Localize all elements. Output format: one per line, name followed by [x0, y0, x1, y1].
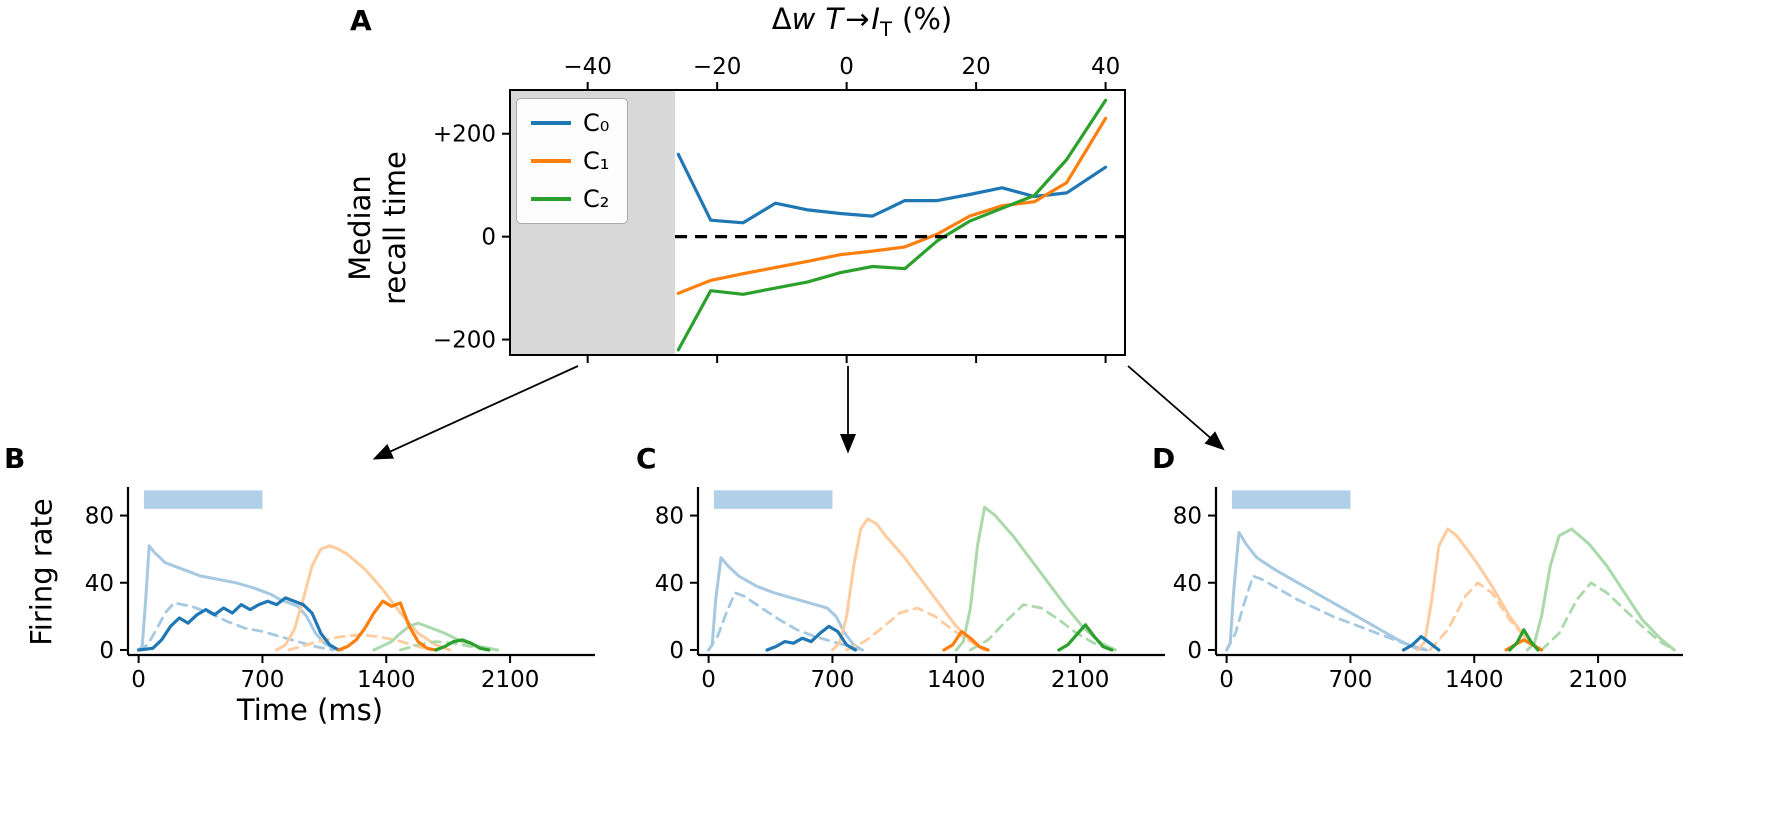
x-tick-label: 700 [240, 667, 284, 690]
x-tick-label: 0 [131, 667, 146, 690]
legend-label-c1: C₁ [583, 147, 610, 175]
y-tick-label: 80 [1173, 504, 1202, 530]
w-symbol: w [791, 2, 816, 36]
series-C1-pale [1416, 527, 1543, 652]
panel-a-ylabel-line2: recall time [378, 151, 412, 305]
legend-item-c0: C₀ [531, 111, 609, 135]
x-tick-label: −20 [693, 54, 742, 80]
x-tick-label: 2100 [481, 667, 540, 690]
x-tick-label: −40 [563, 54, 612, 80]
x-tick-label: 1400 [927, 667, 986, 690]
series-C0-dark [1401, 634, 1441, 652]
x-tick-label: 0 [1219, 667, 1234, 690]
x-tick-label: 2100 [1569, 667, 1628, 690]
panel-b-xlabel: Time (ms) [236, 693, 384, 727]
panel-d-plot: 0 700 1400 2100 0 40 80 [1173, 487, 1683, 690]
series-C0-dark [136, 596, 341, 652]
legend: C₀ C₁ C₂ [516, 98, 629, 224]
arrow-to-panel-d [1127, 365, 1225, 451]
delta-symbol: Δ [771, 2, 792, 36]
x-tick-label: 0 [839, 54, 854, 80]
panel-b-label: B [4, 442, 26, 475]
series-C2-pale-dashed [398, 640, 491, 652]
x-tick-label: 20 [961, 54, 990, 80]
panel-d-label: D [1152, 442, 1176, 475]
series-C1-pale-dashed [845, 606, 987, 652]
y-tick-label: 0 [1187, 638, 1202, 664]
series-C1-pale-dashed [1428, 581, 1543, 652]
y-tick-label: 0 [99, 638, 114, 664]
unit-label: (%) [902, 2, 953, 36]
stimulus-bar [1231, 490, 1351, 509]
y-tick-label: −200 [433, 328, 496, 354]
legend-line-c2 [531, 197, 571, 201]
x-tick-label: 700 [1328, 667, 1372, 690]
x-tick-label: 40 [1091, 54, 1120, 80]
y-tick-label: +200 [433, 122, 496, 148]
arrow-symbol: → [845, 2, 870, 36]
arrow-to-panel-b [372, 365, 579, 460]
legend-label-c2: C₂ [583, 185, 610, 213]
i-subscript: T [879, 17, 892, 41]
series-C2-pale-dashed [1540, 581, 1676, 652]
y-tick-label: 0 [669, 638, 684, 664]
series-C2-dark [1057, 623, 1114, 652]
y-tick-label: 40 [655, 571, 684, 597]
stimulus-bar [713, 490, 833, 509]
legend-line-c0 [531, 121, 571, 125]
series-C0-pale [137, 544, 344, 652]
series-C2-pale-dashed [968, 603, 1114, 652]
stimulus-bar [143, 490, 263, 509]
series-C0-pale-dashed [707, 591, 864, 652]
x-tick-label: 2100 [1051, 667, 1110, 690]
x-tick-label: 700 [810, 667, 854, 690]
series-C1 [676, 116, 1108, 295]
panel-c-plot: 0 700 1400 2100 0 40 80 [655, 487, 1165, 690]
series-C2-pale [1525, 527, 1676, 652]
panel-a-ylabel: Median recall time [343, 151, 413, 305]
x-tick-label: 1400 [357, 667, 416, 690]
y-tick-label: 40 [1173, 571, 1202, 597]
series-C0-pale [1225, 530, 1428, 652]
series-C0-pale-dashed [1225, 574, 1432, 652]
y-tick-label: 40 [85, 571, 114, 597]
series-C0-dark [765, 624, 857, 652]
i-symbol: I [871, 2, 880, 36]
y-tick-label: 80 [85, 504, 114, 530]
series-C1-dark [942, 629, 990, 652]
panel-c-label: C [636, 442, 657, 475]
panel-b-plot: 0 700 1400 2100 0 40 80 [85, 487, 595, 690]
legend-item-c2: C₂ [531, 187, 609, 211]
y-tick-label: 0 [481, 225, 496, 251]
y-tick-label: 80 [655, 504, 684, 530]
series-C2-pale [954, 505, 1117, 652]
firing-rate-label: Firing rate [24, 498, 59, 646]
panel-a-ylabel-line1: Median [343, 175, 378, 281]
series-C1-pale [275, 544, 452, 652]
panel-b-ylabel: Firing rate [25, 498, 60, 646]
series-C1-dark [336, 599, 438, 652]
legend-label-c0: C₀ [583, 109, 610, 137]
axes-box [509, 89, 1126, 356]
series-C2-dark [1508, 628, 1540, 652]
series-C2-dark [434, 638, 491, 652]
panel-a-xaxis-title: Δw T→IT (%) [662, 2, 1062, 41]
series-C0 [676, 152, 1108, 225]
series-C1-pale [830, 517, 987, 652]
x-tick-label: 1400 [1445, 667, 1504, 690]
legend-item-c1: C₁ [531, 149, 609, 173]
panel-a-label: A [350, 4, 372, 37]
x-tick-label: 0 [701, 667, 716, 690]
t-symbol: T [825, 2, 844, 36]
series-C0-pale [707, 556, 864, 652]
series-C2 [676, 98, 1108, 352]
legend-line-c1 [531, 159, 571, 163]
series-C0-pale-dashed [137, 601, 335, 652]
